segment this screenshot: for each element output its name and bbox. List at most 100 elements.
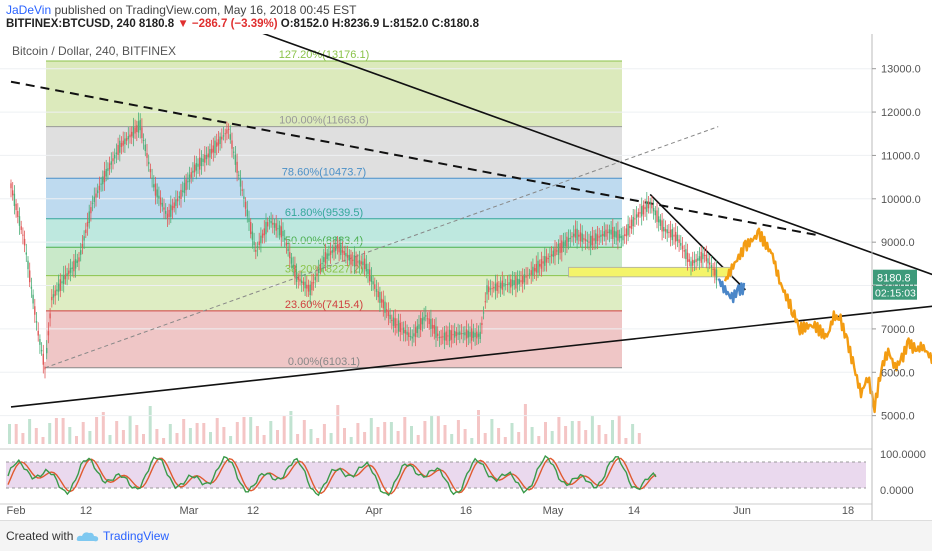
candle-body xyxy=(343,251,345,255)
candle-body xyxy=(20,226,22,230)
candle-body xyxy=(561,240,563,253)
candle-body xyxy=(433,325,435,334)
fib-band[interactable] xyxy=(46,61,622,127)
candle-body xyxy=(292,264,294,268)
candle-body xyxy=(549,256,551,258)
candle-body xyxy=(590,235,592,247)
candle-body xyxy=(603,231,605,237)
volume-bar xyxy=(363,432,367,444)
candle-body xyxy=(176,198,179,202)
volume-bar xyxy=(148,406,152,444)
candle-body xyxy=(399,322,401,333)
candle-body xyxy=(586,240,588,242)
candle-body xyxy=(610,229,612,235)
volume-bar xyxy=(21,433,25,444)
volume-bar xyxy=(389,422,393,444)
candle-body xyxy=(217,139,220,146)
volume-bar xyxy=(81,422,85,444)
candle-body xyxy=(465,329,468,339)
candle-body xyxy=(159,197,162,205)
price-chart[interactable]: 127.20%(13176.1)100.00%(11663.6)78.60%(1… xyxy=(0,34,932,520)
volume-bar xyxy=(463,429,467,444)
candle-body xyxy=(496,282,498,291)
candle-body xyxy=(547,258,549,260)
candle-body xyxy=(559,243,561,253)
candle-body xyxy=(416,325,418,334)
volume-bar xyxy=(182,419,186,444)
support-zone[interactable] xyxy=(568,266,733,278)
volume-bar xyxy=(282,416,286,444)
candle-body xyxy=(450,330,452,340)
trendlines[interactable] xyxy=(10,34,932,408)
candle-body xyxy=(136,125,138,132)
candle-body xyxy=(593,238,595,241)
tradingview-link[interactable]: TradingView xyxy=(103,529,170,543)
candle-body xyxy=(637,212,639,217)
candle-body xyxy=(666,229,668,234)
candle-body xyxy=(530,270,532,275)
candle-body xyxy=(629,225,631,228)
volume-bar xyxy=(202,423,206,444)
candle-body xyxy=(142,140,145,142)
volume-bar xyxy=(302,420,306,444)
candle-body xyxy=(503,283,505,287)
candle-body xyxy=(195,163,197,171)
author-link[interactable]: JaDeVin xyxy=(6,3,52,17)
candle-body xyxy=(486,285,488,295)
candle-body xyxy=(250,222,252,235)
candle-body xyxy=(153,184,155,188)
trendline[interactable] xyxy=(44,126,719,369)
candle-body xyxy=(273,222,276,228)
volume-bar xyxy=(8,424,11,444)
candle-body xyxy=(80,250,82,255)
candle-body xyxy=(338,243,340,253)
candle-body xyxy=(617,230,619,241)
candle-body xyxy=(226,129,228,134)
candle-body xyxy=(341,250,344,253)
candle-body xyxy=(459,331,461,335)
volume-bar xyxy=(88,431,92,444)
candle-body xyxy=(358,259,361,265)
candle-body xyxy=(588,241,590,243)
candle-body xyxy=(635,214,638,218)
volume-bar xyxy=(530,427,534,444)
candle-body xyxy=(107,168,109,171)
candle-body xyxy=(452,334,454,336)
candle-body xyxy=(173,202,175,209)
candle-body xyxy=(78,257,80,262)
stoch-tick-label: 100.0000 xyxy=(880,449,926,461)
fib-retracement[interactable]: 127.20%(13176.1)100.00%(11663.6)78.60%(1… xyxy=(46,49,622,369)
candle-body xyxy=(42,353,44,365)
volume-bar xyxy=(128,416,132,444)
trendline[interactable] xyxy=(10,80,821,237)
candle-body xyxy=(703,254,706,256)
trendline[interactable] xyxy=(229,34,932,286)
volume-bar xyxy=(135,425,139,444)
candle-body xyxy=(34,306,36,315)
volume-bar xyxy=(276,430,279,444)
candle-body xyxy=(202,158,204,162)
candle-body xyxy=(403,327,405,334)
candle-body xyxy=(673,234,675,237)
candle-body xyxy=(168,209,170,217)
candle-body xyxy=(620,235,622,239)
candle-body xyxy=(493,287,495,289)
candle-body xyxy=(100,183,102,185)
volume-bar xyxy=(269,421,273,444)
candle-body xyxy=(284,238,286,240)
volume-bar xyxy=(229,436,233,444)
candle-body xyxy=(688,259,690,262)
candle-body xyxy=(352,259,354,261)
candle-body xyxy=(137,121,140,133)
candle-body xyxy=(214,140,216,153)
candle-body xyxy=(182,190,184,192)
fib-band[interactable] xyxy=(46,310,622,368)
candle-body xyxy=(187,181,189,183)
candle-body xyxy=(584,239,587,241)
candle-body xyxy=(129,134,131,138)
candle-body xyxy=(81,244,84,247)
candle-body xyxy=(539,264,541,267)
candle-body xyxy=(574,229,577,238)
trendline[interactable] xyxy=(10,303,932,408)
candle-body xyxy=(73,260,75,272)
